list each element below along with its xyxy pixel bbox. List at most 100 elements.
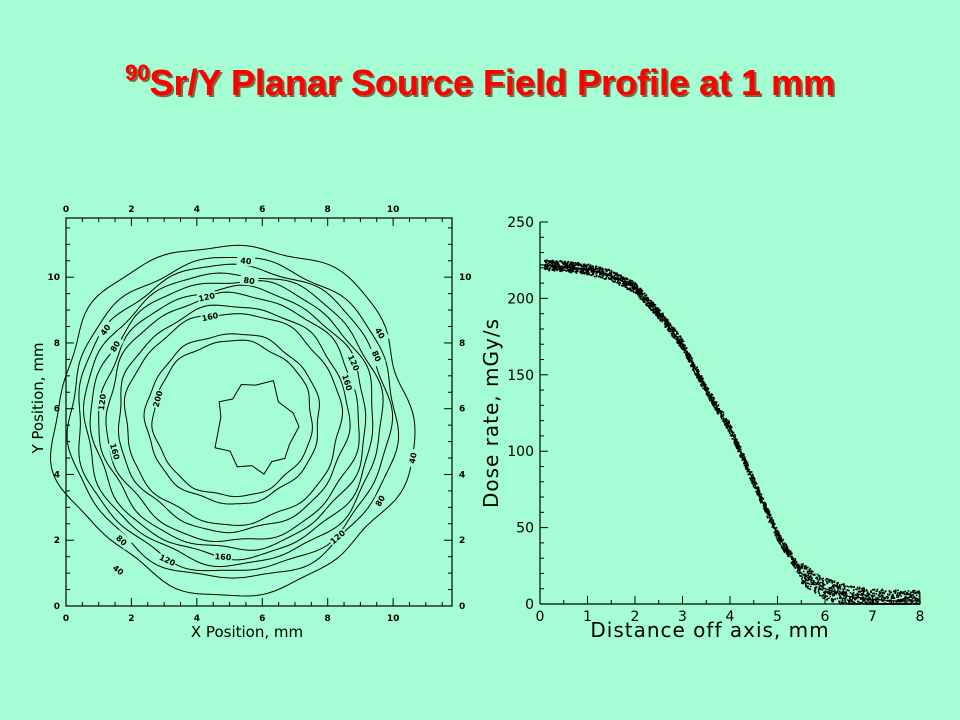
scatter-point <box>892 595 895 598</box>
scatter-point <box>632 281 635 283</box>
scatter-point <box>734 443 736 446</box>
scatter-point <box>831 593 834 595</box>
scatter-point <box>589 274 592 276</box>
scatter-point <box>831 594 834 597</box>
scatter-point <box>768 519 771 522</box>
scatter-point <box>725 426 728 429</box>
scatter-point <box>795 563 798 565</box>
scatter-point <box>595 274 598 277</box>
scatter-point <box>778 533 781 536</box>
scatter-point <box>716 410 718 412</box>
scatter-point <box>888 594 891 596</box>
scatter-point <box>550 262 553 264</box>
scatter-point <box>890 603 893 605</box>
scatter-point <box>656 315 659 317</box>
scatter-point <box>658 310 660 313</box>
scatter-point <box>648 305 651 307</box>
scatter-point <box>838 600 841 603</box>
scatter-point <box>545 262 548 264</box>
scatter-point <box>850 585 852 588</box>
scatter-point <box>803 568 806 570</box>
scatter-point <box>841 599 844 602</box>
scatter-point <box>881 600 884 602</box>
scatter-point <box>556 269 558 272</box>
scatter-point <box>812 574 815 576</box>
scatter-point <box>894 589 897 592</box>
scatter-point <box>772 520 775 522</box>
scatter-point <box>732 432 735 434</box>
scatter-point <box>825 577 828 580</box>
scatter-point <box>609 278 611 280</box>
scatter-point <box>664 326 666 328</box>
y-axis-label: Y Position, mm <box>29 342 47 454</box>
scatter-point <box>546 266 549 269</box>
scatter-point <box>645 294 648 296</box>
contour-line <box>98 284 367 551</box>
scatter-point <box>736 441 738 443</box>
x-tick-label: 3 <box>678 609 687 625</box>
scatter-point <box>857 603 859 605</box>
scatter-point <box>767 508 770 511</box>
contour-frame <box>65 217 453 607</box>
scatter-point <box>692 361 694 364</box>
scatter-point <box>730 434 732 436</box>
scatter-point <box>849 598 852 601</box>
scatter-point <box>857 594 859 597</box>
scatter-point <box>637 291 639 294</box>
scatter-point <box>865 594 867 597</box>
scatter-point <box>670 332 673 335</box>
scatter-point <box>661 320 664 323</box>
scatter-point <box>717 412 720 415</box>
scatter-point <box>903 591 905 593</box>
page-title: 90Sr/Y Planar Source Field Profile at 1 … <box>0 60 960 104</box>
scatter-point <box>749 478 752 481</box>
scatter-point <box>752 484 755 486</box>
scatter-point <box>574 262 577 264</box>
scatter-point <box>913 595 915 598</box>
scatter-point <box>670 324 672 327</box>
scatter-point <box>544 259 546 262</box>
scatter-point <box>746 462 749 465</box>
scatter-point <box>572 265 574 268</box>
scatter-point <box>588 273 590 276</box>
scatter-point <box>797 569 799 572</box>
scatter-point <box>589 264 592 266</box>
scatter-point <box>737 450 739 453</box>
contour-label-bg <box>368 345 386 367</box>
scatter-point <box>838 600 840 603</box>
scatter-point <box>811 582 814 585</box>
scatter-point <box>804 578 807 580</box>
scatter-point <box>701 383 703 385</box>
scatter-point <box>655 313 657 316</box>
scatter-point <box>908 593 911 595</box>
scatter-point <box>677 339 679 341</box>
contour-label: 160 <box>201 311 220 324</box>
scatter-point <box>866 590 868 592</box>
scatter-point <box>824 583 826 586</box>
scatter-point <box>664 316 666 319</box>
scatter-point <box>637 292 639 295</box>
scatter-point <box>839 584 841 586</box>
scatter-point <box>862 600 865 602</box>
scatter-point <box>802 563 804 565</box>
y-tick-label: 50 <box>516 521 534 537</box>
scatter-point <box>883 598 885 600</box>
scatter-point <box>810 581 812 583</box>
scatter-point <box>868 593 871 596</box>
scatter-point <box>714 408 717 411</box>
scatter-point <box>804 582 807 585</box>
scatter-point <box>700 383 702 386</box>
scatter-point <box>613 278 615 280</box>
scatter-point <box>822 577 824 580</box>
scatter-point <box>661 315 663 317</box>
scatter-point <box>625 283 628 286</box>
scatter-point <box>638 292 640 295</box>
scatter-point <box>821 578 823 580</box>
scatter-point <box>565 267 567 269</box>
scatter-point <box>605 270 608 272</box>
contour-line <box>78 263 394 572</box>
scatter-point <box>809 567 812 570</box>
scatter-point <box>683 349 686 352</box>
scatter-point <box>845 597 847 599</box>
scatter-point <box>911 601 914 603</box>
